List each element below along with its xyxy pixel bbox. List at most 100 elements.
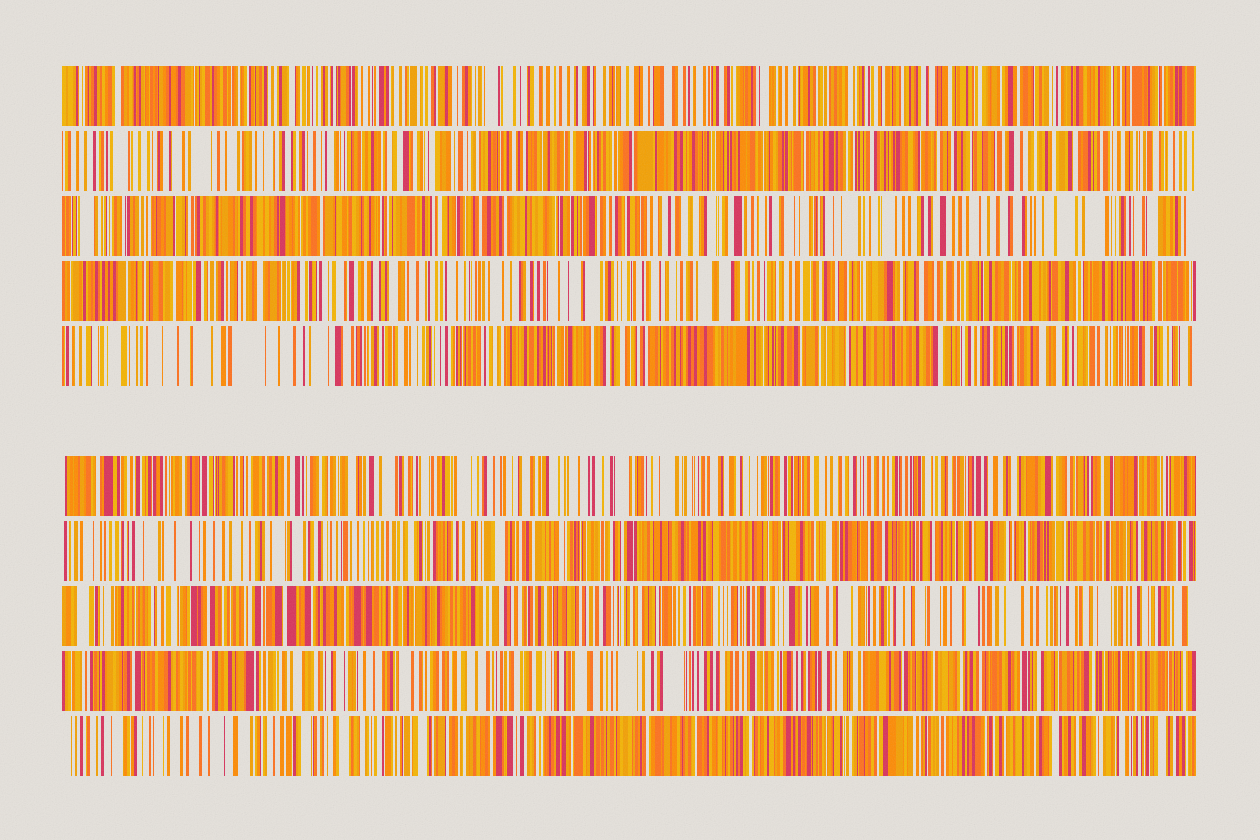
stripe (997, 651, 999, 711)
stripe (940, 586, 941, 646)
stripe (437, 586, 440, 646)
stripe (136, 66, 137, 126)
stripe (671, 326, 674, 386)
stripe (1140, 261, 1143, 321)
stripe (646, 261, 649, 321)
stripe (357, 716, 359, 776)
stripe (888, 586, 890, 646)
stripe (167, 716, 170, 776)
stripe (227, 66, 228, 126)
stripe (683, 66, 686, 126)
stripe (731, 66, 733, 126)
stripe (1150, 716, 1153, 776)
stripe (353, 651, 356, 711)
stripe (985, 521, 988, 581)
stripe (967, 651, 968, 711)
stripe (974, 326, 975, 386)
stripe (667, 131, 668, 191)
stripe (333, 196, 335, 256)
stripe (357, 326, 360, 386)
stripe (210, 66, 212, 126)
stripe (576, 521, 578, 581)
stripe (471, 66, 472, 126)
stripe (404, 261, 405, 321)
stripe (392, 521, 395, 581)
stripe (625, 131, 627, 191)
stripe (174, 66, 176, 126)
stripe (161, 586, 164, 646)
stripe (396, 651, 398, 711)
stripe (629, 131, 632, 191)
stripe (999, 651, 1002, 711)
stripe (902, 131, 905, 191)
stripe (542, 66, 543, 126)
stripe (825, 456, 827, 516)
stripe (1188, 326, 1190, 386)
stripe (1112, 651, 1113, 711)
stripe (655, 131, 657, 191)
stripe (349, 261, 352, 321)
stripe (887, 456, 889, 516)
stripe (771, 66, 772, 126)
stripe (425, 66, 428, 126)
stripe (199, 521, 200, 581)
stripe (735, 261, 736, 321)
stripe (1075, 586, 1077, 646)
stripe (836, 131, 838, 191)
stripe (181, 261, 182, 321)
stripe (154, 196, 156, 256)
stripe (1132, 326, 1134, 386)
stripe (557, 586, 558, 646)
stripe (1059, 716, 1062, 776)
stripe (305, 651, 308, 711)
stripe (770, 456, 773, 516)
stripe (480, 326, 481, 386)
stripe (1080, 651, 1081, 711)
stripe (1070, 651, 1073, 711)
stripe (605, 261, 608, 321)
stripe (714, 716, 716, 776)
stripe (1165, 131, 1166, 191)
stripe (285, 66, 287, 126)
stripe (461, 326, 462, 386)
stripe (1177, 326, 1178, 386)
stripe (497, 131, 498, 191)
stripe (992, 131, 994, 191)
stripe (854, 261, 855, 321)
stripe (498, 586, 499, 646)
stripe (647, 131, 649, 191)
stripe (1104, 521, 1106, 581)
stripe (571, 196, 574, 256)
stripe (593, 131, 594, 191)
stripe (462, 521, 465, 581)
stripe (635, 196, 637, 256)
stripe (963, 716, 965, 776)
stripe (865, 716, 868, 776)
stripe (841, 261, 844, 321)
stripe (1090, 326, 1093, 386)
stripe (1117, 66, 1120, 126)
stripe (538, 586, 540, 646)
stripe (379, 586, 381, 646)
stripe (385, 651, 387, 711)
stripe (637, 456, 638, 516)
stripe (798, 326, 800, 386)
stripe (1059, 651, 1062, 711)
stripe (303, 326, 305, 386)
stripe (642, 651, 645, 711)
stripe (796, 651, 798, 711)
stripe (65, 66, 66, 126)
stripe (1017, 456, 1019, 516)
stripe (171, 456, 173, 516)
stripe (797, 261, 800, 321)
stripe (542, 521, 544, 581)
stripe (600, 651, 603, 711)
stripe (684, 521, 686, 581)
stripe (295, 456, 297, 516)
stripe (1006, 456, 1008, 516)
stripe (223, 326, 226, 386)
stripe (1125, 261, 1126, 321)
stripe (569, 586, 571, 646)
stripe (1010, 326, 1012, 386)
stripe (279, 261, 281, 321)
